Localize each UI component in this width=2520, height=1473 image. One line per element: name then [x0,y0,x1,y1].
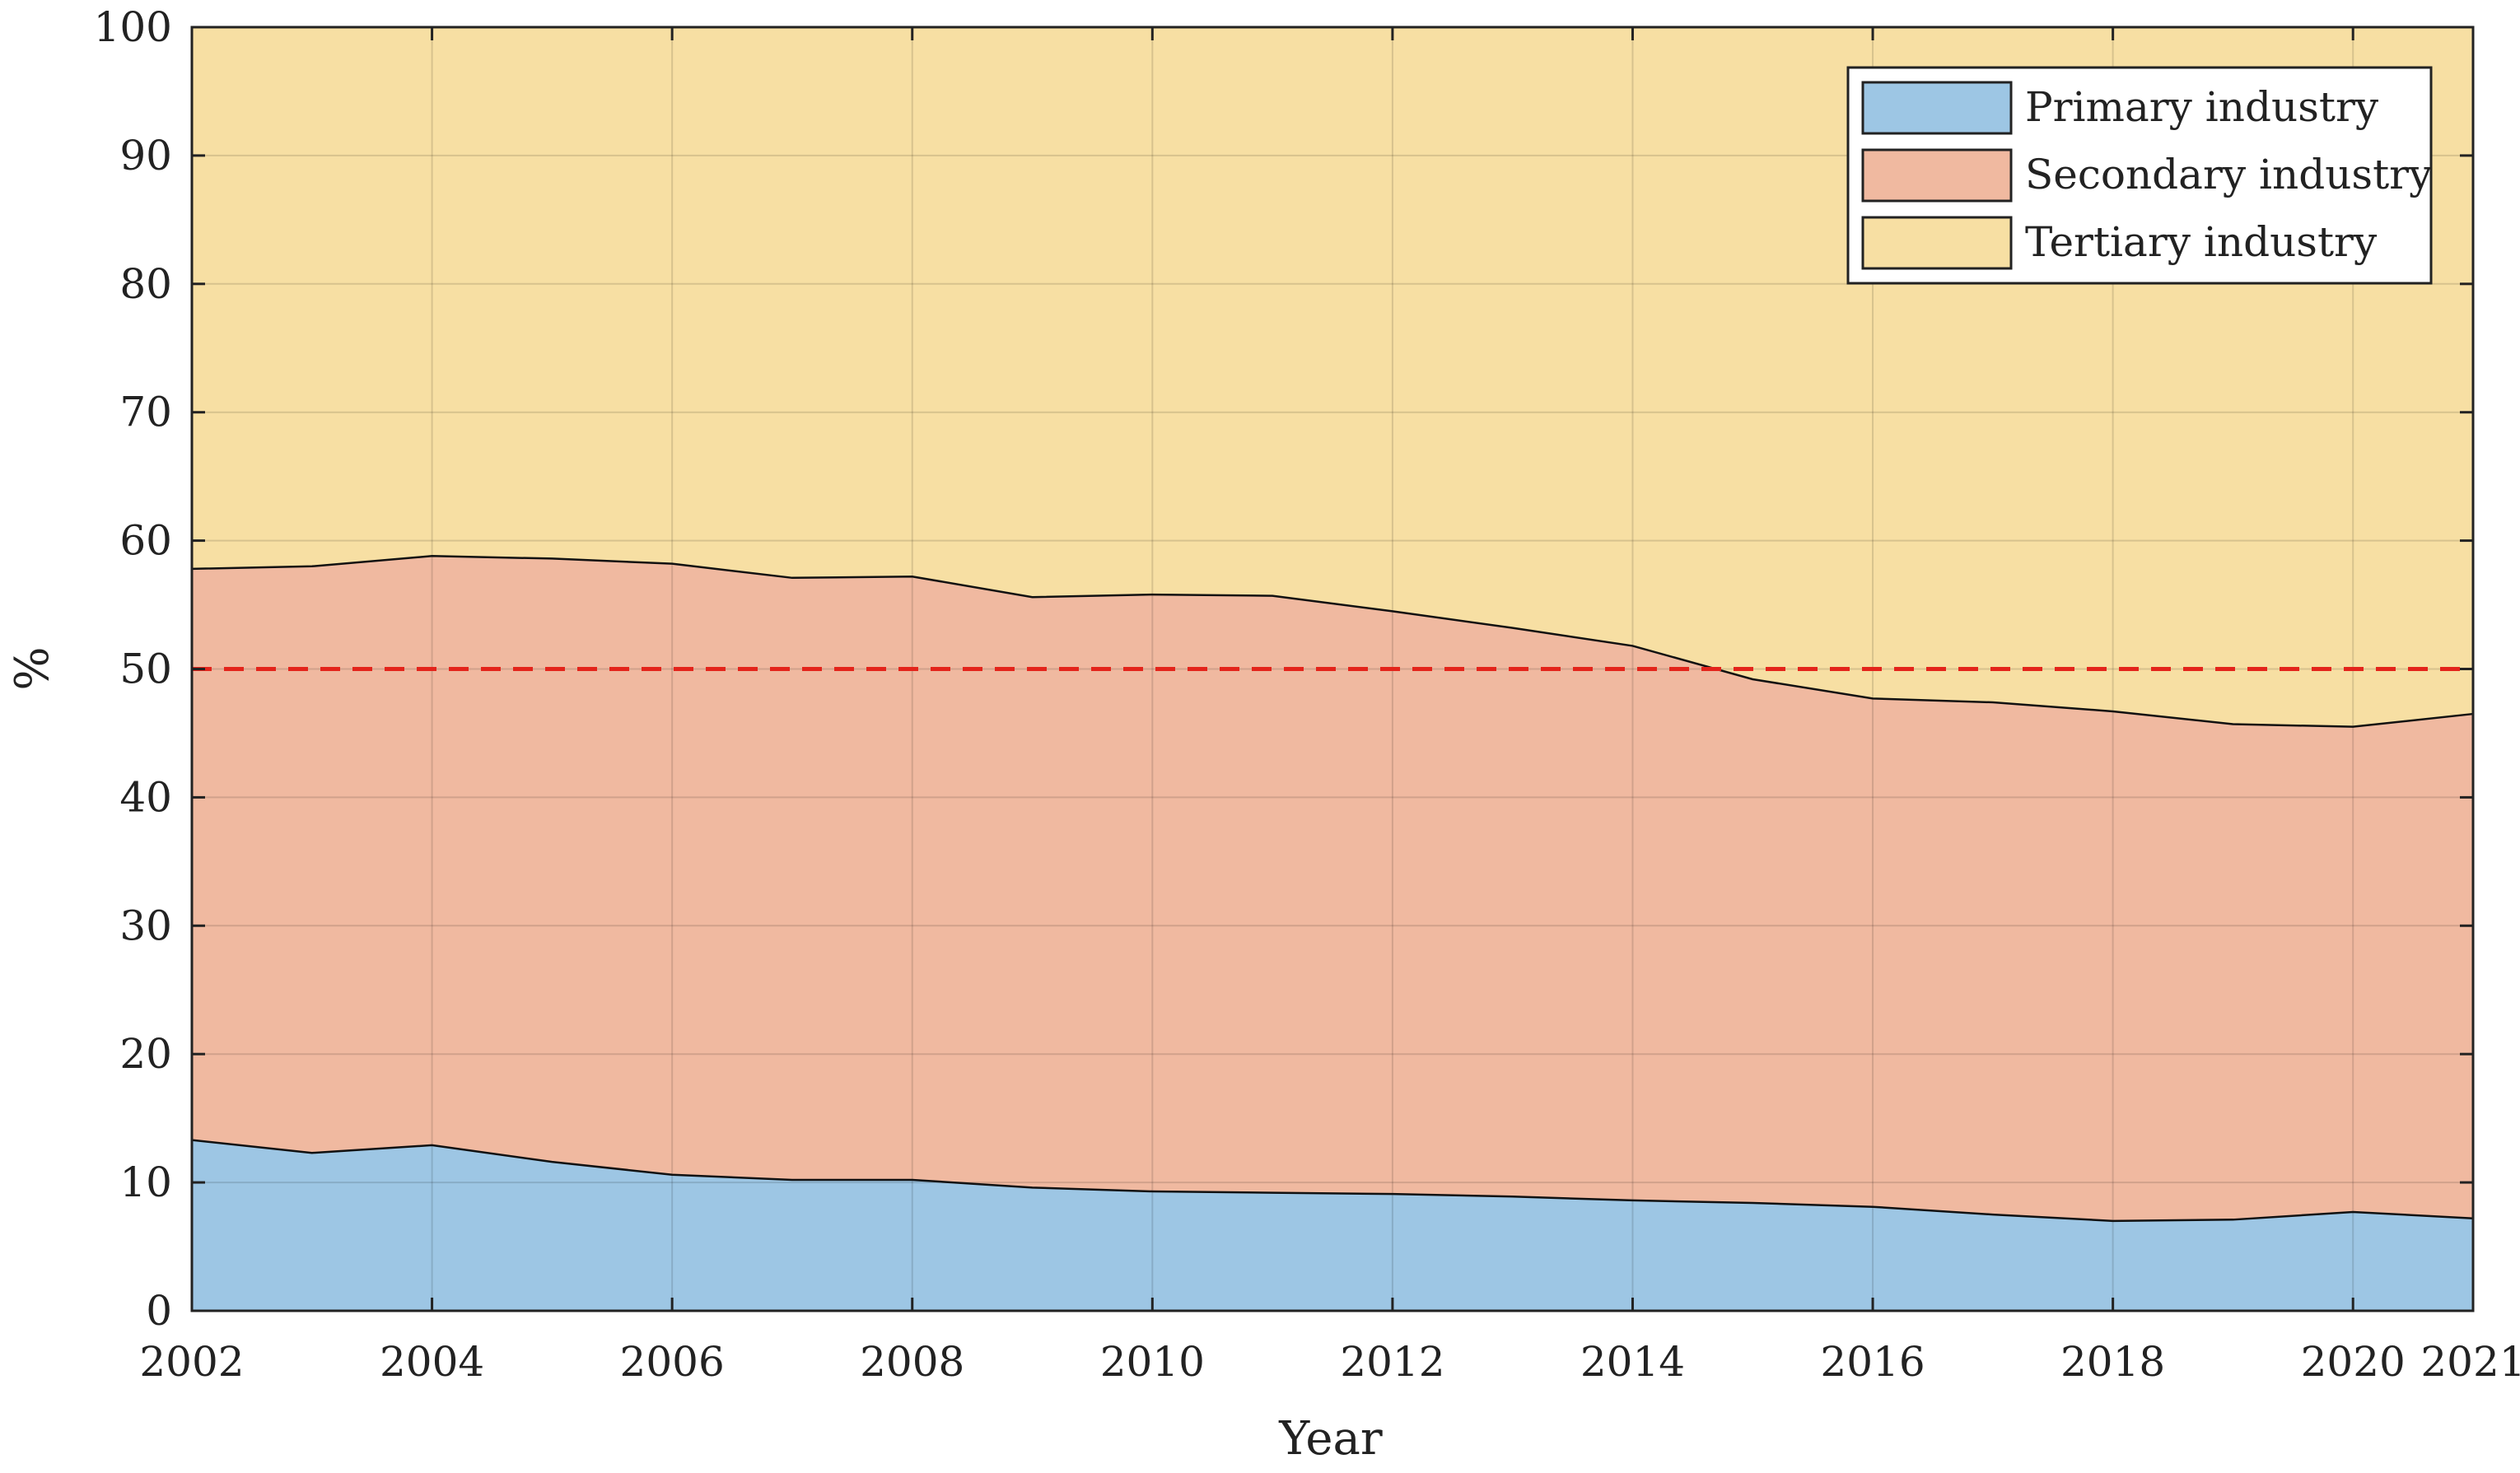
y-axis-title: % [6,646,59,690]
x-axis-title: Year [1278,1412,1383,1466]
legend-swatch-secondary-industry [1861,148,2013,203]
boundary-primary-industry [191,1139,2474,1223]
tick-labels: 0 10 20 30 40 50 60 70 80 90 100 2002 2004 2006 2008 20… [94,3,2520,1386]
x-tick-label: 2002 [139,1338,244,1386]
y-tick-label: 100 [94,3,172,51]
y-tick-label: 50 [119,646,172,693]
axis-titles: Year % [6,646,1383,1466]
area-primary-industry [192,1140,2473,1311]
y-tick-label: 0 [146,1287,172,1335]
x-tick-label: 2018 [2060,1338,2165,1386]
legend-label: Primary industry [2025,83,2379,131]
y-tick-label: 30 [119,902,172,949]
x-tick-label: 2014 [1580,1338,1685,1386]
legend: Primary industry Secondary industry Tertia… [1846,66,2433,285]
boundary-secondary-industry [191,555,2474,728]
x-tick-label: 2016 [1820,1338,1925,1386]
x-tick-label: 2004 [380,1338,484,1386]
y-tick-label: 70 [119,389,172,436]
axes-frame [190,26,2475,1312]
legend-label: Secondary industry [2025,151,2433,198]
y-tick-label: 80 [119,260,172,308]
y-tick-label: 20 [119,1030,172,1078]
y-tick-label: 10 [119,1158,172,1206]
area-secondary-industry [192,556,2473,1221]
x-tick-label: 2008 [860,1338,964,1386]
legend-swatch-primary-industry [1861,81,2013,135]
y-tick-label: 90 [119,132,172,179]
x-tick-label: 2021 [2420,1338,2520,1386]
legend-swatch-tertiary-industry [1861,216,2013,270]
x-tick-label: 2020 [2301,1338,2406,1386]
y-tick-label: 40 [119,773,172,821]
x-tick-label: 2012 [1340,1338,1444,1386]
x-tick-label: 2010 [1100,1338,1205,1386]
y-tick-label: 60 [119,517,172,565]
x-tick-label: 2006 [620,1338,725,1386]
legend-label: Tertiary industry [2025,218,2378,266]
